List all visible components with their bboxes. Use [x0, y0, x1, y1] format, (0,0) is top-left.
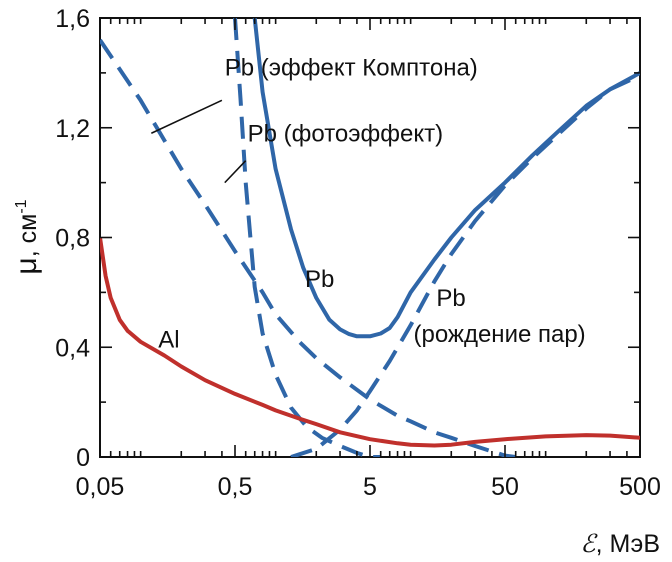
- series-line-pb-compton: [100, 38, 516, 457]
- x-tick-label: 0,05: [76, 473, 125, 501]
- x-tick-label: 5: [363, 473, 377, 501]
- x-tick-label: 50: [491, 473, 519, 501]
- y-axis-exponent: -1: [13, 199, 30, 213]
- y-tick-label: 0,8: [55, 225, 90, 253]
- x-axis-title: ℰ, МэВ: [580, 529, 660, 558]
- pb-total-label: Pb: [305, 266, 334, 293]
- y-tick-label: 1,6: [55, 5, 90, 33]
- pb-compton-label: Pb (эффект Комптона): [225, 55, 478, 82]
- y-axis-symbol: μ: [10, 257, 43, 274]
- al-label: Al: [158, 326, 179, 353]
- x-axis-symbol: ℰ: [580, 529, 598, 558]
- series-line-al: [100, 237, 640, 448]
- series-line-pb-photoeffect: [233, 18, 381, 457]
- x-tick-label: 0,5: [218, 473, 253, 501]
- pb-compton-label-pointer: [150, 99, 223, 134]
- pb-pair-label-1: Pb: [436, 285, 465, 312]
- y-tick-label: 1,2: [55, 115, 90, 143]
- x-tick-label: 500: [619, 473, 661, 501]
- y-tick-label: 0: [76, 444, 90, 472]
- series-line-pb-pair: [290, 73, 640, 457]
- pb-photo-label: Pb (фотоэффект): [248, 120, 444, 147]
- y-axis-unit: , см: [14, 214, 42, 258]
- pb-photo-label-pointer: [224, 160, 247, 184]
- pb-pair-label-2: (рождение пар): [413, 321, 585, 348]
- y-axis-title: μ, см-1: [10, 199, 43, 274]
- y-tick-label: 0,4: [55, 334, 90, 362]
- x-axis-unit: , МэВ: [596, 530, 660, 558]
